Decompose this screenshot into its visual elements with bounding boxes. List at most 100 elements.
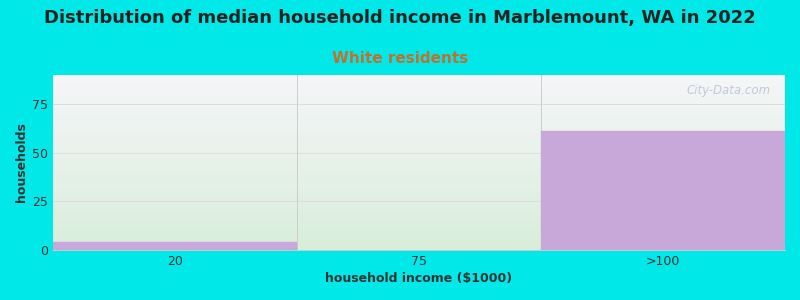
Bar	[53, 91, 785, 92]
Bar	[53, 174, 785, 175]
Bar	[53, 102, 785, 103]
Bar	[53, 90, 785, 91]
Bar	[53, 195, 785, 196]
Bar	[53, 113, 785, 114]
Bar	[53, 228, 785, 229]
Bar	[53, 226, 785, 227]
Bar	[53, 126, 785, 127]
Bar	[53, 94, 785, 95]
Bar	[53, 116, 785, 117]
Bar	[53, 158, 785, 159]
Bar	[53, 119, 785, 120]
Bar	[53, 161, 785, 162]
Bar	[53, 169, 785, 170]
Bar	[53, 110, 785, 111]
Bar	[53, 138, 785, 139]
Bar	[53, 133, 785, 134]
Bar	[53, 127, 785, 128]
Bar	[53, 240, 785, 241]
Bar	[53, 135, 785, 136]
Bar	[53, 85, 785, 86]
Bar	[53, 212, 785, 213]
Bar	[53, 152, 785, 153]
Bar	[53, 130, 785, 131]
Bar	[53, 143, 785, 144]
Bar	[53, 219, 785, 220]
Bar	[53, 176, 785, 177]
Bar	[53, 198, 785, 199]
Bar	[53, 168, 785, 169]
Bar	[53, 229, 785, 230]
Bar	[53, 173, 785, 174]
Bar	[53, 87, 785, 88]
Bar	[53, 81, 785, 82]
Bar	[53, 136, 785, 137]
Bar	[53, 85, 785, 86]
Bar	[53, 89, 785, 90]
X-axis label: household income ($1000): household income ($1000)	[326, 272, 513, 285]
Bar	[53, 114, 785, 115]
Bar	[53, 75, 785, 76]
Bar	[53, 211, 785, 212]
Bar	[53, 208, 785, 209]
Bar	[53, 155, 785, 156]
Bar	[53, 177, 785, 178]
Bar	[53, 77, 785, 78]
Bar	[53, 223, 785, 224]
Bar	[53, 117, 785, 118]
Bar	[53, 238, 785, 239]
Bar	[53, 203, 785, 204]
Bar	[53, 78, 785, 79]
Bar	[53, 225, 785, 226]
Bar	[53, 196, 785, 197]
Bar	[53, 123, 785, 124]
Bar	[53, 100, 785, 101]
Bar	[541, 131, 785, 250]
Bar	[53, 122, 785, 123]
Bar	[53, 235, 785, 236]
Bar	[53, 96, 785, 97]
Bar	[53, 148, 785, 149]
Bar	[53, 139, 785, 140]
Bar	[53, 80, 785, 81]
Bar	[53, 79, 785, 80]
Bar	[53, 159, 785, 160]
Bar	[53, 162, 785, 163]
Bar	[53, 164, 785, 165]
Bar	[53, 105, 785, 106]
Bar	[53, 217, 785, 218]
Bar	[53, 232, 785, 233]
Bar	[53, 241, 785, 242]
Bar	[53, 199, 785, 200]
Bar	[53, 237, 785, 238]
Bar	[53, 144, 785, 145]
Bar	[53, 166, 785, 167]
Bar	[53, 193, 785, 194]
Bar	[53, 154, 785, 155]
Bar	[53, 101, 785, 102]
Bar	[53, 185, 785, 186]
Text: White residents: White residents	[332, 51, 468, 66]
Bar	[53, 131, 785, 132]
Bar	[53, 214, 785, 215]
Bar	[53, 244, 785, 245]
Bar	[53, 194, 785, 195]
Bar	[53, 160, 785, 161]
Bar	[53, 178, 785, 179]
Bar	[53, 231, 785, 232]
Bar	[53, 245, 785, 246]
Bar	[53, 216, 785, 217]
Bar	[53, 247, 785, 248]
Bar	[53, 181, 785, 182]
Bar	[53, 169, 785, 170]
Bar	[53, 218, 785, 219]
Bar	[53, 125, 785, 126]
Bar	[53, 83, 785, 84]
Bar	[53, 165, 785, 166]
Bar	[53, 224, 785, 225]
Bar	[53, 84, 785, 85]
Bar	[53, 141, 785, 142]
Bar	[53, 86, 785, 87]
Bar	[53, 236, 785, 237]
Bar	[53, 187, 785, 188]
